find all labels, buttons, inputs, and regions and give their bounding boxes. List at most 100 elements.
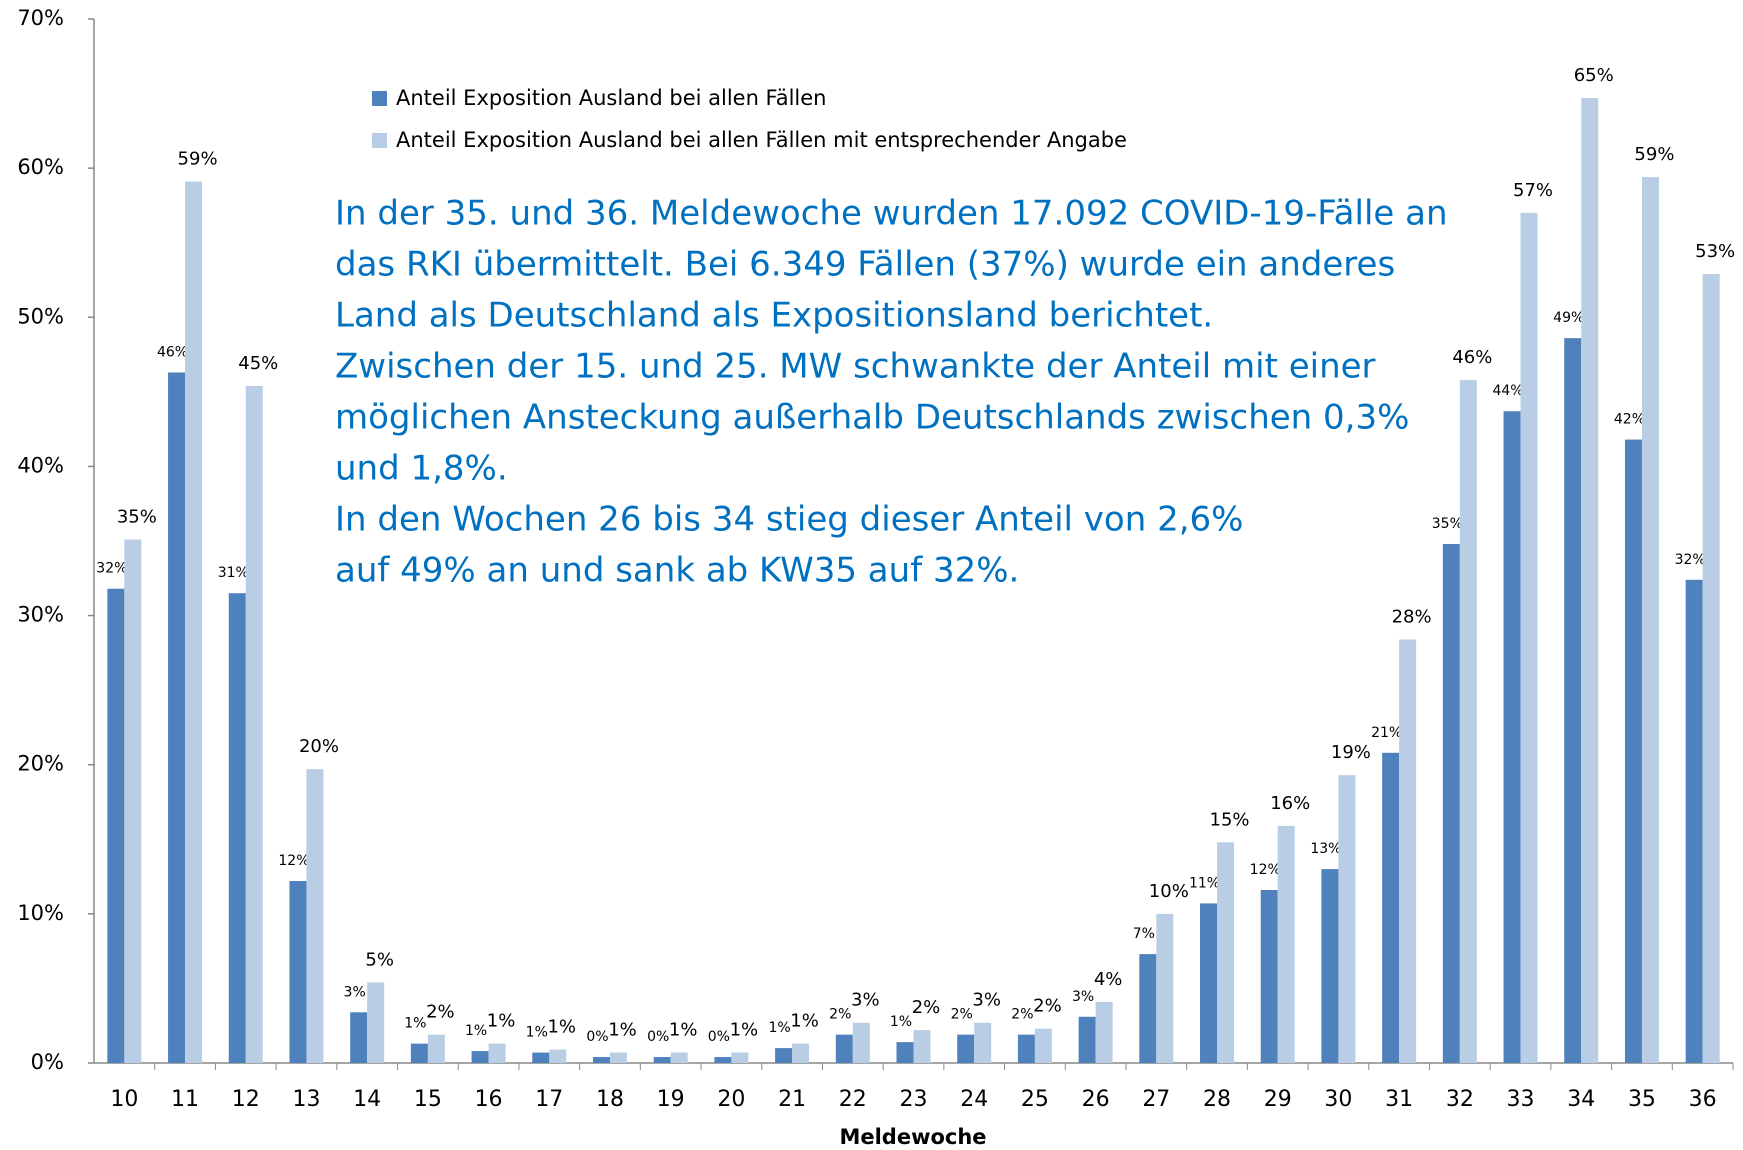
value-label: 1% [669, 1020, 698, 1041]
value-label: 12% [1250, 862, 1281, 878]
value-label: 31% [218, 565, 249, 581]
y-tick-label: 10% [17, 901, 64, 925]
annotation: auf 49% an und sank ab KW35 auf 32%. [335, 551, 1019, 591]
value-label: 1% [487, 1011, 516, 1032]
annotation: In der 35. und 36. Meldewoche wurden 17.… [335, 194, 1448, 234]
value-label: 42% [1614, 412, 1645, 428]
legend-label: Anteil Exposition Ausland bei allen Fäll… [396, 128, 1127, 152]
bar [124, 539, 142, 1063]
bar [1564, 338, 1582, 1063]
x-tick-label: 32 [1446, 1087, 1474, 1112]
value-label: 2% [1033, 996, 1062, 1017]
value-label: 1% [526, 1025, 548, 1041]
x-tick-label: 13 [292, 1087, 320, 1112]
x-tick-label: 35 [1628, 1087, 1656, 1112]
y-tick-label: 50% [17, 304, 64, 328]
value-label: 35% [117, 507, 157, 528]
value-label: 1% [890, 1014, 912, 1030]
bar [1503, 411, 1521, 1063]
x-tick-label: 21 [778, 1087, 806, 1112]
value-label: 1% [790, 1011, 819, 1032]
value-label: 2% [426, 1002, 455, 1023]
bar [1095, 1001, 1113, 1063]
bar [592, 1057, 610, 1063]
value-label: 0% [586, 1029, 608, 1045]
legend-swatch [372, 91, 387, 106]
value-label: 57% [1513, 180, 1553, 201]
bar [1200, 903, 1218, 1063]
value-label: 0% [647, 1029, 669, 1045]
x-tick-label: 27 [1142, 1087, 1170, 1112]
bar [1641, 177, 1659, 1063]
value-label: 45% [238, 353, 278, 374]
x-tick-label: 23 [900, 1087, 928, 1112]
bar [1459, 379, 1477, 1063]
bar [1382, 752, 1400, 1063]
bar [731, 1052, 749, 1063]
value-label: 2% [1011, 1007, 1033, 1023]
value-label: 7% [1133, 926, 1155, 942]
value-label: 1% [730, 1020, 759, 1041]
bar [1078, 1016, 1096, 1063]
bar [427, 1034, 445, 1063]
x-tick-label: 15 [414, 1087, 442, 1112]
x-tick-label: 29 [1264, 1087, 1292, 1112]
y-tick-label: 60% [17, 155, 64, 179]
value-label: 12% [278, 853, 309, 869]
value-label: 20% [299, 736, 339, 757]
annotation: In den Wochen 26 bis 34 stieg dieser Ant… [335, 500, 1243, 540]
value-label: 3% [1072, 989, 1094, 1005]
value-label: 19% [1331, 742, 1371, 763]
annotation: Zwischen der 15. und 25. MW schwankte de… [335, 347, 1376, 387]
bar [1260, 889, 1278, 1063]
x-tick-label: 10 [110, 1087, 138, 1112]
value-label: 44% [1492, 383, 1523, 399]
bar [306, 769, 324, 1063]
value-label: 3% [851, 990, 880, 1011]
y-tick-label: 20% [17, 752, 64, 776]
bar [1520, 212, 1538, 1063]
annotation: Land als Deutschland als Expositionsland… [335, 296, 1213, 336]
value-label: 1% [404, 1016, 426, 1032]
value-label: 32% [1675, 552, 1706, 568]
bar [228, 593, 246, 1063]
value-label: 16% [1270, 793, 1310, 814]
bar [1277, 825, 1295, 1063]
x-axis-title: Meldewoche [839, 1125, 986, 1149]
bar [1442, 543, 1460, 1063]
x-tick-label: 16 [475, 1087, 503, 1112]
value-label: 59% [178, 149, 218, 170]
value-label: 11% [1189, 875, 1220, 891]
bar [913, 1030, 931, 1063]
x-tick-label: 25 [1021, 1087, 1049, 1112]
x-tick-label: 31 [1385, 1087, 1413, 1112]
bar [957, 1034, 975, 1063]
value-label: 28% [1392, 606, 1432, 627]
x-tick-label: 20 [717, 1087, 745, 1112]
bar [245, 385, 263, 1063]
value-label: 46% [1452, 347, 1492, 368]
value-label: 2% [912, 997, 941, 1018]
bar [1338, 775, 1356, 1063]
x-tick-label: 28 [1203, 1087, 1231, 1112]
bar [1685, 579, 1703, 1063]
bar [185, 181, 203, 1063]
x-tick-label: 19 [657, 1087, 685, 1112]
value-label: 1% [768, 1020, 790, 1036]
legend-label: Anteil Exposition Ausland bei allen Fäll… [396, 86, 826, 110]
bar [1581, 98, 1599, 1063]
value-label: 0% [708, 1029, 730, 1045]
annotation: das RKI übermittelt. Bei 6.349 Fällen (3… [335, 245, 1395, 285]
bar [1034, 1028, 1052, 1063]
y-tick-label: 0% [31, 1050, 64, 1074]
value-label: 1% [547, 1017, 576, 1038]
bar [609, 1052, 627, 1063]
bar [532, 1052, 550, 1063]
bar [289, 881, 307, 1063]
bar [775, 1048, 793, 1063]
value-label: 32% [96, 561, 127, 577]
value-label: 3% [344, 984, 366, 1000]
bar [471, 1051, 489, 1063]
x-tick-label: 14 [353, 1087, 381, 1112]
